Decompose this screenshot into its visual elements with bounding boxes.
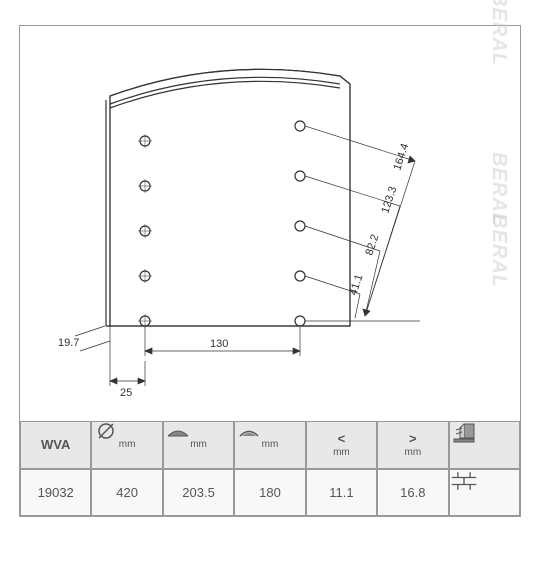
value-max: 16.8 [377,469,448,517]
header-wva: WVA [20,421,91,469]
spec-table: WVA mm mm mm < mm > mm [20,421,520,516]
value-pattern [449,469,520,517]
header-max: > mm [377,421,448,469]
rivet-pattern-icon [450,470,478,492]
table-header-row: WVA mm mm mm < mm > mm [20,421,520,469]
value-min: 11.1 [306,469,377,517]
diameter-icon [92,422,120,444]
value-diameter: 420 [91,469,162,517]
diagram-container: BERAL BERAL BERAL [19,25,521,517]
header-drill [449,421,520,469]
value-width-outer: 203.5 [163,469,234,517]
header-diameter: mm [91,421,162,469]
header-min: < mm [306,421,377,469]
table-value-row: 19032 420 203.5 180 11.1 16.8 [20,469,520,517]
width-inner-icon [235,422,263,444]
dim-3: 82.2 [363,233,381,257]
value-wva: 19032 [20,469,91,517]
drill-icon [450,422,478,444]
width-outer-icon [164,422,192,444]
dim-offset: 25 [120,387,132,399]
value-width-inner: 180 [234,469,305,517]
header-width-inner: mm [234,421,305,469]
dim-left: 19.7 [58,337,79,349]
dim-2: 123.3 [379,185,399,215]
brake-lining-drawing: 164.4 123.3 82.2 41.1 130 [20,26,520,421]
dim-1: 164.4 [391,142,411,172]
technical-drawing: BERAL BERAL BERAL [20,26,520,421]
dim-width: 130 [210,338,228,350]
header-width-outer: mm [163,421,234,469]
